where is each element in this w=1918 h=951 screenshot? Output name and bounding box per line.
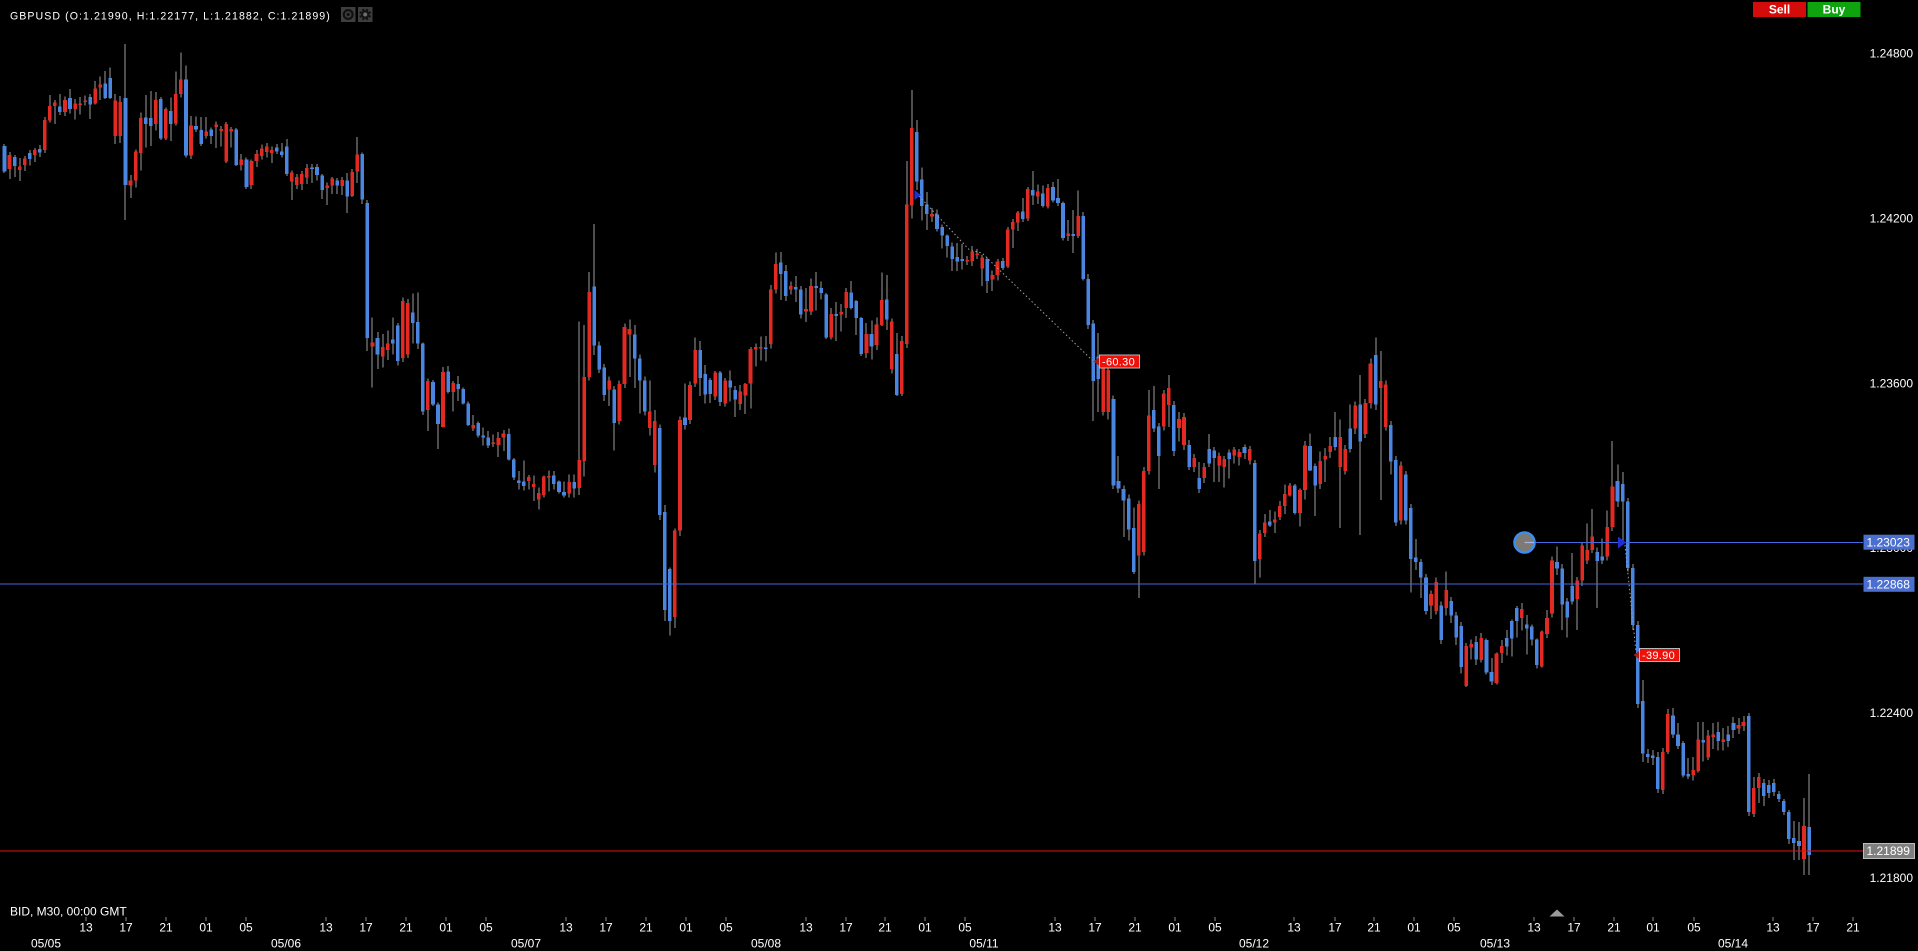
svg-text:-60.30: -60.30 [1102, 357, 1135, 369]
svg-text:1.24200: 1.24200 [1870, 211, 1914, 225]
svg-text:05/14: 05/14 [1718, 937, 1748, 951]
svg-text:05: 05 [1687, 921, 1701, 935]
svg-text:05/13: 05/13 [1480, 937, 1510, 951]
svg-text:13: 13 [559, 921, 573, 935]
svg-text:-39.90: -39.90 [1642, 650, 1675, 662]
svg-text:17: 17 [1328, 921, 1342, 935]
svg-text:GBPUSD (O:1.21990, H:1.22177,: GBPUSD (O:1.21990, H:1.22177, L:1.21882,… [10, 11, 331, 23]
svg-text:05: 05 [719, 921, 733, 935]
svg-text:1.24800: 1.24800 [1870, 47, 1914, 61]
svg-text:17: 17 [599, 921, 613, 935]
svg-text:05/08: 05/08 [751, 937, 781, 951]
svg-text:1.21800: 1.21800 [1870, 871, 1914, 885]
svg-text:05: 05 [479, 921, 493, 935]
svg-text:13: 13 [319, 921, 333, 935]
svg-text:1.22400: 1.22400 [1870, 706, 1914, 720]
svg-text:21: 21 [1846, 921, 1860, 935]
svg-text:17: 17 [119, 921, 133, 935]
svg-text:17: 17 [1567, 921, 1581, 935]
svg-text:17: 17 [1806, 921, 1820, 935]
svg-text:1.23023: 1.23023 [1867, 535, 1911, 549]
svg-text:01: 01 [1646, 921, 1660, 935]
svg-text:21: 21 [1128, 921, 1142, 935]
svg-text:13: 13 [79, 921, 93, 935]
svg-text:05: 05 [1447, 921, 1461, 935]
svg-text:1.22868: 1.22868 [1867, 578, 1911, 592]
svg-text:13: 13 [1287, 921, 1301, 935]
svg-text:01: 01 [679, 921, 693, 935]
svg-text:17: 17 [359, 921, 373, 935]
svg-text:21: 21 [1367, 921, 1381, 935]
svg-text:05/11: 05/11 [969, 937, 998, 951]
svg-text:21: 21 [1607, 921, 1621, 935]
svg-text:1.21899: 1.21899 [1867, 844, 1911, 858]
svg-text:05/05: 05/05 [31, 937, 61, 951]
svg-text:1.23600: 1.23600 [1870, 376, 1914, 390]
svg-text:05: 05 [1208, 921, 1222, 935]
svg-text:01: 01 [1407, 921, 1421, 935]
svg-text:01: 01 [439, 921, 453, 935]
svg-text:17: 17 [1088, 921, 1102, 935]
svg-text:01: 01 [1168, 921, 1182, 935]
svg-text:21: 21 [159, 921, 173, 935]
svg-text:17: 17 [839, 921, 853, 935]
svg-text:21: 21 [399, 921, 413, 935]
svg-text:01: 01 [918, 921, 932, 935]
svg-text:05: 05 [239, 921, 253, 935]
svg-text:13: 13 [1766, 921, 1780, 935]
svg-text:BID, M30, 00:00 GMT: BID, M30, 00:00 GMT [10, 905, 127, 919]
svg-text:21: 21 [878, 921, 892, 935]
svg-text:05/07: 05/07 [511, 937, 541, 951]
svg-text:21: 21 [639, 921, 653, 935]
svg-text:13: 13 [799, 921, 813, 935]
svg-text:05: 05 [958, 921, 972, 935]
svg-text:13: 13 [1048, 921, 1062, 935]
svg-text:05/06: 05/06 [271, 937, 301, 951]
svg-text:01: 01 [199, 921, 213, 935]
svg-text:05/12: 05/12 [1239, 937, 1269, 951]
svg-text:Sell: Sell [1769, 3, 1790, 17]
svg-text:Buy: Buy [1823, 3, 1846, 17]
svg-text:13: 13 [1527, 921, 1541, 935]
